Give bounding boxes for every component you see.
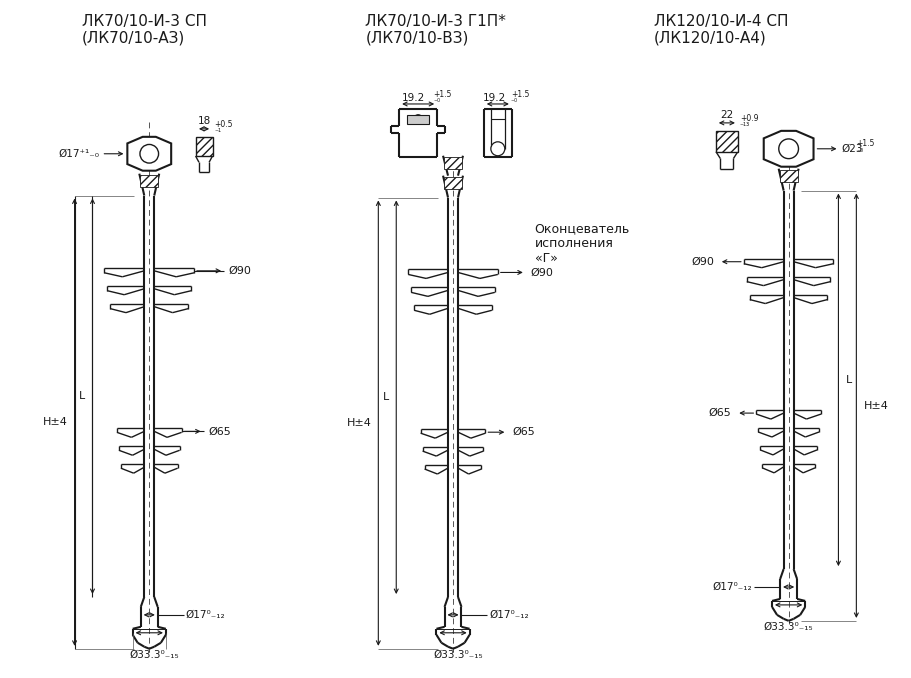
Bar xyxy=(406,115,429,123)
Text: 18: 18 xyxy=(197,116,210,126)
Text: ЛК70/10-И-3 СП: ЛК70/10-И-3 СП xyxy=(81,14,206,28)
Text: +1.5: +1.5 xyxy=(855,139,874,148)
Text: Ø17⁰₋₁₂: Ø17⁰₋₁₂ xyxy=(186,610,225,620)
Text: (ЛК70/10-ВЗ): (ЛК70/10-ВЗ) xyxy=(365,31,468,45)
Text: 22: 22 xyxy=(720,110,732,120)
Text: H±4: H±4 xyxy=(43,417,67,427)
Text: (ЛК70/10-АЗ): (ЛК70/10-АЗ) xyxy=(81,31,185,45)
Bar xyxy=(444,177,462,188)
Text: +1.5: +1.5 xyxy=(510,89,528,98)
Text: ₋₁: ₋₁ xyxy=(214,125,220,134)
Circle shape xyxy=(414,115,422,123)
Text: Ø17⁺¹₋₀: Ø17⁺¹₋₀ xyxy=(58,148,99,159)
Text: исполнения: исполнения xyxy=(534,237,613,250)
Text: H±4: H±4 xyxy=(864,401,888,411)
Text: ₋₀: ₋₀ xyxy=(855,145,863,155)
Text: Ø90: Ø90 xyxy=(691,257,713,266)
Bar xyxy=(444,157,462,169)
Text: H±4: H±4 xyxy=(346,418,371,428)
Text: 19.2: 19.2 xyxy=(483,93,506,103)
Text: L: L xyxy=(79,391,86,401)
Text: Ø33.3⁰₋₁₅: Ø33.3⁰₋₁₅ xyxy=(433,650,482,660)
Text: Ø17⁰₋₁₂: Ø17⁰₋₁₂ xyxy=(489,610,528,620)
Text: ₋₁₃: ₋₁₃ xyxy=(739,119,749,128)
Text: Ø90: Ø90 xyxy=(229,266,251,276)
Text: Ø33.3⁰₋₁₅: Ø33.3⁰₋₁₅ xyxy=(129,650,179,660)
Text: Ø65: Ø65 xyxy=(209,426,231,437)
Text: Ø65: Ø65 xyxy=(512,427,535,437)
Polygon shape xyxy=(128,137,171,171)
Text: Ø65: Ø65 xyxy=(708,408,731,418)
Text: (ЛК120/10-А4): (ЛК120/10-А4) xyxy=(653,31,766,45)
Text: ₋₀: ₋₀ xyxy=(433,96,440,104)
Text: +0.9: +0.9 xyxy=(739,115,758,123)
Text: ЛК70/10-И-3 Г1П*: ЛК70/10-И-3 Г1П* xyxy=(365,14,506,28)
Bar xyxy=(715,131,737,152)
Text: Ø17⁰₋₁₂: Ø17⁰₋₁₂ xyxy=(711,582,752,592)
Circle shape xyxy=(139,144,159,163)
Text: Ø33.3⁰₋₁₅: Ø33.3⁰₋₁₅ xyxy=(763,622,813,632)
Text: ₋₀: ₋₀ xyxy=(510,96,517,104)
Bar xyxy=(779,170,797,182)
Text: +1.5: +1.5 xyxy=(433,89,451,98)
Circle shape xyxy=(490,142,505,156)
Text: +0.5: +0.5 xyxy=(214,121,232,129)
Bar xyxy=(195,137,212,156)
Text: Ø90: Ø90 xyxy=(530,267,553,277)
Text: L: L xyxy=(844,375,851,385)
Text: L: L xyxy=(383,393,389,402)
Circle shape xyxy=(778,139,798,159)
Text: Ø23: Ø23 xyxy=(841,144,862,154)
Text: ЛК120/10-И-4 СП: ЛК120/10-И-4 СП xyxy=(653,14,788,28)
Polygon shape xyxy=(763,131,813,167)
Text: «Г»: «Г» xyxy=(534,252,557,265)
Bar xyxy=(140,175,158,186)
Text: Оконцеватель: Оконцеватель xyxy=(534,222,630,235)
Text: 19.2: 19.2 xyxy=(401,93,425,103)
